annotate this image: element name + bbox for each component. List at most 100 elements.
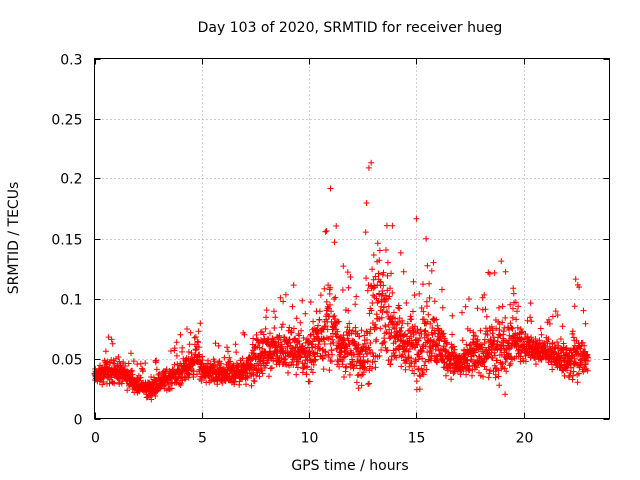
- data-point: [462, 303, 469, 310]
- data-point: [420, 371, 427, 378]
- data-point: [153, 366, 160, 373]
- data-point: [448, 376, 455, 383]
- data-point: [528, 334, 535, 341]
- data-point: [509, 325, 516, 332]
- data-point: [326, 367, 333, 374]
- data-point: [401, 332, 408, 338]
- data-point: [344, 269, 351, 276]
- data-point: [397, 249, 404, 256]
- data-point: [329, 351, 336, 358]
- data-point: [156, 370, 163, 377]
- data-point: [384, 347, 391, 354]
- data-point: [470, 352, 477, 359]
- data-point: [316, 308, 323, 315]
- data-point: [288, 329, 295, 336]
- data-point: [272, 338, 279, 345]
- data-point: [329, 336, 336, 343]
- data-point: [569, 352, 576, 359]
- data-point: [102, 348, 109, 355]
- data-point: [272, 314, 279, 321]
- data-point: [168, 385, 175, 392]
- data-point: [537, 325, 544, 332]
- data-point: [304, 363, 311, 370]
- data-point: [439, 286, 445, 293]
- data-point: [476, 369, 482, 376]
- data-point: [286, 336, 292, 343]
- data-point: [248, 382, 255, 389]
- y-tick-label: 0: [74, 413, 83, 429]
- data-point: [191, 334, 198, 341]
- data-point: [507, 360, 514, 367]
- data-point: [372, 358, 378, 365]
- data-point: [375, 270, 382, 277]
- data-point: [364, 350, 371, 357]
- data-point: [199, 360, 205, 367]
- data-point: [571, 355, 578, 362]
- data-point: [431, 338, 437, 344]
- data-point: [545, 359, 552, 366]
- data-point: [271, 325, 278, 331]
- data-point: [250, 335, 257, 342]
- data-point: [366, 330, 373, 337]
- data-point: [332, 294, 339, 301]
- y-tick-label: 0.3: [60, 53, 82, 69]
- data-point: [328, 308, 335, 315]
- data-point: [416, 290, 423, 297]
- data-point: [323, 228, 330, 234]
- data-point: [211, 363, 218, 370]
- data-point: [557, 336, 564, 342]
- data-point: [369, 350, 376, 356]
- data-point: [327, 340, 334, 347]
- data-point: [365, 381, 372, 388]
- data-point: [190, 374, 197, 380]
- data-point: [369, 266, 376, 273]
- data-point: [296, 338, 302, 345]
- data-point: [186, 341, 193, 348]
- data-point: [361, 364, 368, 371]
- data-point: [310, 361, 317, 368]
- data-point: [333, 223, 340, 229]
- data-point: [271, 308, 277, 315]
- data-point: [482, 306, 489, 313]
- data-point: [565, 374, 572, 381]
- data-point: [327, 284, 334, 291]
- data-point: [433, 316, 440, 323]
- data-point: [387, 361, 394, 367]
- data-point: [377, 325, 384, 332]
- data-point: [513, 316, 520, 323]
- data-point: [355, 341, 362, 348]
- data-point: [400, 268, 407, 275]
- data-point: [340, 354, 347, 361]
- data-point: [449, 351, 456, 358]
- data-point: [399, 320, 406, 327]
- data-point: [299, 342, 306, 349]
- data-point: [580, 307, 587, 314]
- data-point: [290, 282, 297, 289]
- data-point: [491, 269, 498, 276]
- data-point: [386, 293, 393, 300]
- data-point: [426, 294, 433, 301]
- data-point: [349, 327, 356, 334]
- data-point: [289, 359, 295, 365]
- data-point: [340, 263, 347, 270]
- data-point: [356, 333, 363, 340]
- data-point: [439, 304, 446, 311]
- data-point: [321, 341, 328, 347]
- data-point: [424, 262, 431, 269]
- data-point: [232, 341, 239, 348]
- data-point: [408, 316, 415, 323]
- data-point: [382, 298, 388, 305]
- data-point: [398, 363, 405, 370]
- data-point: [345, 284, 352, 291]
- data-point: [124, 387, 131, 394]
- data-point: [408, 360, 415, 366]
- data-point: [494, 357, 501, 364]
- data-point: [415, 337, 422, 344]
- data-point: [198, 377, 205, 384]
- data-point: [502, 391, 509, 398]
- data-point: [171, 345, 178, 352]
- data-point: [195, 344, 202, 351]
- data-point: [293, 371, 300, 378]
- data-point: [267, 330, 273, 337]
- data-point: [561, 372, 568, 379]
